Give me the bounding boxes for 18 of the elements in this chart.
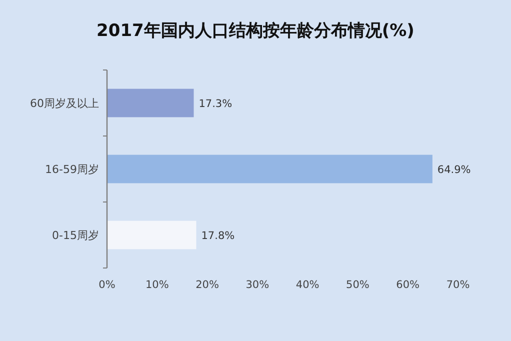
data-label: 64.9% xyxy=(437,164,471,176)
y-tick-label: 0-15周岁 xyxy=(52,229,99,242)
y-tick-label: 16-59周岁 xyxy=(45,163,99,176)
y-tick-label: 60周岁及以上 xyxy=(30,97,99,110)
chart-title: 2017年国内人口结构按年龄分布情况(%) xyxy=(96,21,414,41)
x-tick-label: 40% xyxy=(296,279,320,291)
x-tick-label: 0% xyxy=(98,279,116,291)
x-tick-label: 10% xyxy=(145,279,169,291)
x-tick-label: 60% xyxy=(396,279,420,291)
bar xyxy=(107,154,432,184)
data-label: 17.3% xyxy=(198,98,232,110)
x-tick-label: 70% xyxy=(446,279,470,291)
x-tick-label: 50% xyxy=(346,279,370,291)
x-tick-label: 30% xyxy=(246,279,270,291)
data-label: 17.8% xyxy=(201,230,235,242)
bar xyxy=(107,88,194,118)
x-tick-label: 20% xyxy=(196,279,219,291)
bar xyxy=(107,220,196,250)
